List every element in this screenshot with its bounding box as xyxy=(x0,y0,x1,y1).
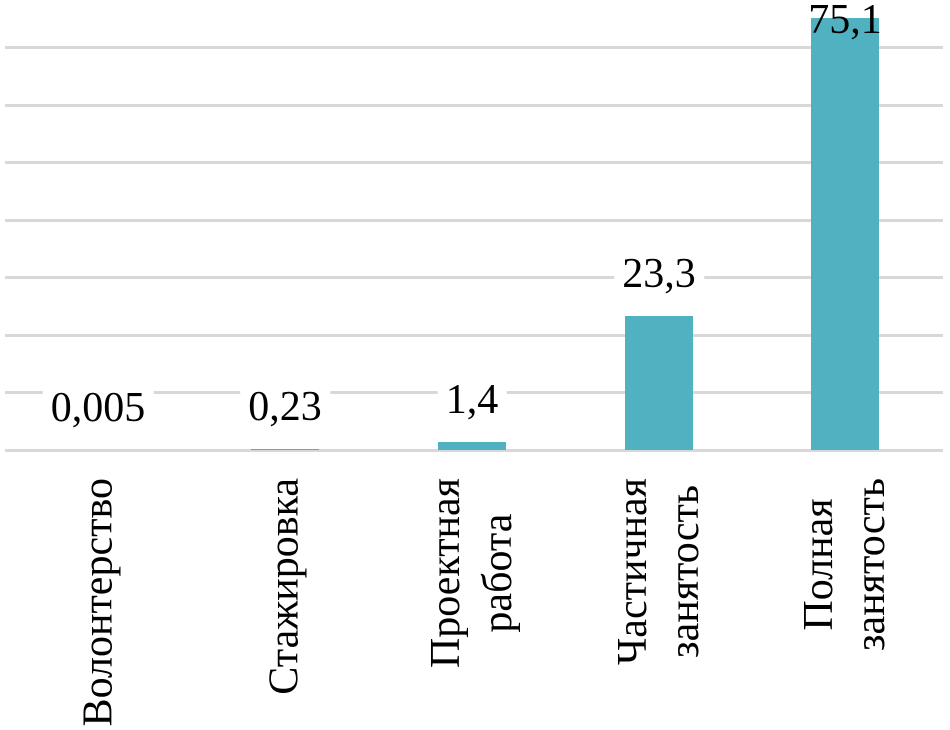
gridline xyxy=(5,46,943,49)
gridline xyxy=(5,448,943,452)
category-label: Полная занятость xyxy=(793,478,897,651)
value-label: 0,23 xyxy=(240,382,330,431)
gridline xyxy=(5,161,943,164)
category-label-line: Волонтерство xyxy=(75,478,121,727)
value-label: 75,1 xyxy=(808,0,882,43)
category-label-line: Частичная xyxy=(610,478,656,665)
value-label: 23,3 xyxy=(614,250,704,299)
gridline xyxy=(5,103,943,107)
bar xyxy=(811,18,879,450)
category-label: Проектная работа xyxy=(420,478,524,668)
gridline xyxy=(5,333,943,337)
bar xyxy=(251,448,319,450)
category-label-line: Проектная xyxy=(423,478,469,669)
category-label-line: Полная xyxy=(796,498,842,631)
category-label: Стажировка xyxy=(259,478,311,695)
category-label-line: занятость xyxy=(662,484,708,659)
gridline xyxy=(5,276,943,279)
gridline xyxy=(5,218,943,222)
category-label-line: Стажировка xyxy=(262,478,308,695)
value-label: 0,005 xyxy=(42,383,154,432)
value-label: 1,4 xyxy=(437,375,507,424)
category-label-line: занятость xyxy=(848,478,894,652)
bar xyxy=(625,316,693,450)
bar xyxy=(438,441,506,450)
category-label: Частичная занятость xyxy=(607,478,711,665)
category-label: Волонтерство xyxy=(72,478,124,726)
category-label-line: работа xyxy=(475,513,521,633)
